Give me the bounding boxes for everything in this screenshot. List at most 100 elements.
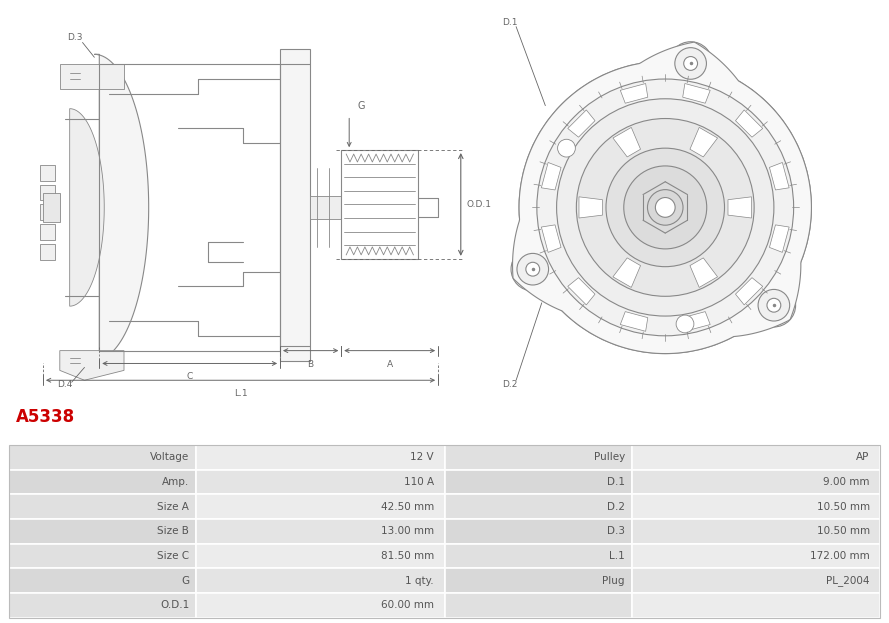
Polygon shape [621,312,648,331]
Text: PL_2004: PL_2004 [826,575,869,586]
Text: 1 qty.: 1 qty. [405,576,434,586]
Text: G: G [181,576,189,586]
Text: 10.50 mm: 10.50 mm [816,502,869,511]
Text: 60.00 mm: 60.00 mm [381,601,434,611]
Text: 13.00 mm: 13.00 mm [380,526,434,536]
Circle shape [576,118,754,297]
Text: O.D.1: O.D.1 [160,601,189,611]
Circle shape [526,262,540,276]
Text: L.1: L.1 [609,551,625,561]
Circle shape [647,189,683,225]
Circle shape [655,197,675,217]
Circle shape [675,47,707,79]
Polygon shape [613,258,641,287]
Polygon shape [280,49,309,361]
Text: 9.00 mm: 9.00 mm [823,477,869,487]
Circle shape [517,254,549,285]
Polygon shape [40,165,55,181]
Text: D.2: D.2 [607,502,625,511]
Bar [9,544,196,568]
Polygon shape [568,110,595,137]
Circle shape [624,166,707,249]
Text: D.3: D.3 [67,32,82,42]
Text: D.2: D.2 [502,380,517,389]
Bar [444,519,632,544]
Bar [9,568,196,593]
Polygon shape [43,193,60,222]
Polygon shape [94,54,148,361]
Text: 110 A: 110 A [404,477,434,487]
Polygon shape [683,312,710,331]
Bar [632,544,880,568]
Bar [632,568,880,593]
Text: O.D.1: O.D.1 [467,200,492,209]
Bar [9,593,196,618]
Circle shape [557,140,575,157]
Polygon shape [621,83,648,103]
Circle shape [758,290,789,321]
Polygon shape [541,163,561,190]
Circle shape [767,298,781,312]
Text: Amp.: Amp. [162,477,189,487]
Polygon shape [69,108,104,306]
Polygon shape [60,351,124,380]
Bar [632,593,880,618]
Text: 81.50 mm: 81.50 mm [380,551,434,561]
Bar [196,568,444,593]
Polygon shape [728,197,751,218]
Bar [9,494,196,519]
Polygon shape [40,224,55,240]
Polygon shape [541,225,561,252]
Bar [444,593,632,618]
Polygon shape [690,258,717,287]
Polygon shape [40,244,55,260]
Bar [9,470,196,494]
Bar [196,544,444,568]
Polygon shape [613,128,641,157]
Bar [9,445,196,470]
Text: L.1: L.1 [234,389,247,398]
Polygon shape [770,225,789,252]
Circle shape [677,315,694,333]
Bar [444,445,632,470]
Text: Plug: Plug [603,576,625,586]
Text: B: B [308,359,314,369]
Bar [632,470,880,494]
Bar [196,470,444,494]
Text: 172.00 mm: 172.00 mm [810,551,869,561]
Bar [632,494,880,519]
Text: C: C [187,373,193,381]
Circle shape [557,99,774,316]
Text: A5338: A5338 [16,408,75,426]
Circle shape [752,283,796,327]
Bar [632,519,880,544]
Polygon shape [60,64,124,89]
Polygon shape [309,196,341,219]
Circle shape [511,247,555,291]
Text: D.1: D.1 [607,477,625,487]
Polygon shape [40,184,55,201]
Polygon shape [735,278,763,305]
Text: D.4: D.4 [57,380,72,389]
Bar [196,494,444,519]
Polygon shape [770,163,789,190]
Bar [444,470,632,494]
Bar [9,445,880,618]
Text: 10.50 mm: 10.50 mm [816,526,869,536]
Polygon shape [579,197,603,218]
Circle shape [606,148,725,267]
Text: Pulley: Pulley [594,452,625,462]
Text: 42.50 mm: 42.50 mm [380,502,434,511]
Bar [196,445,444,470]
Bar [444,494,632,519]
Polygon shape [568,278,595,305]
Polygon shape [513,42,812,354]
Text: Size C: Size C [157,551,189,561]
Text: G: G [357,101,364,111]
Text: AP: AP [856,452,869,462]
Text: Voltage: Voltage [150,452,189,462]
Circle shape [519,61,812,354]
Polygon shape [735,110,763,137]
Text: D.1: D.1 [502,17,517,27]
Bar [196,519,444,544]
